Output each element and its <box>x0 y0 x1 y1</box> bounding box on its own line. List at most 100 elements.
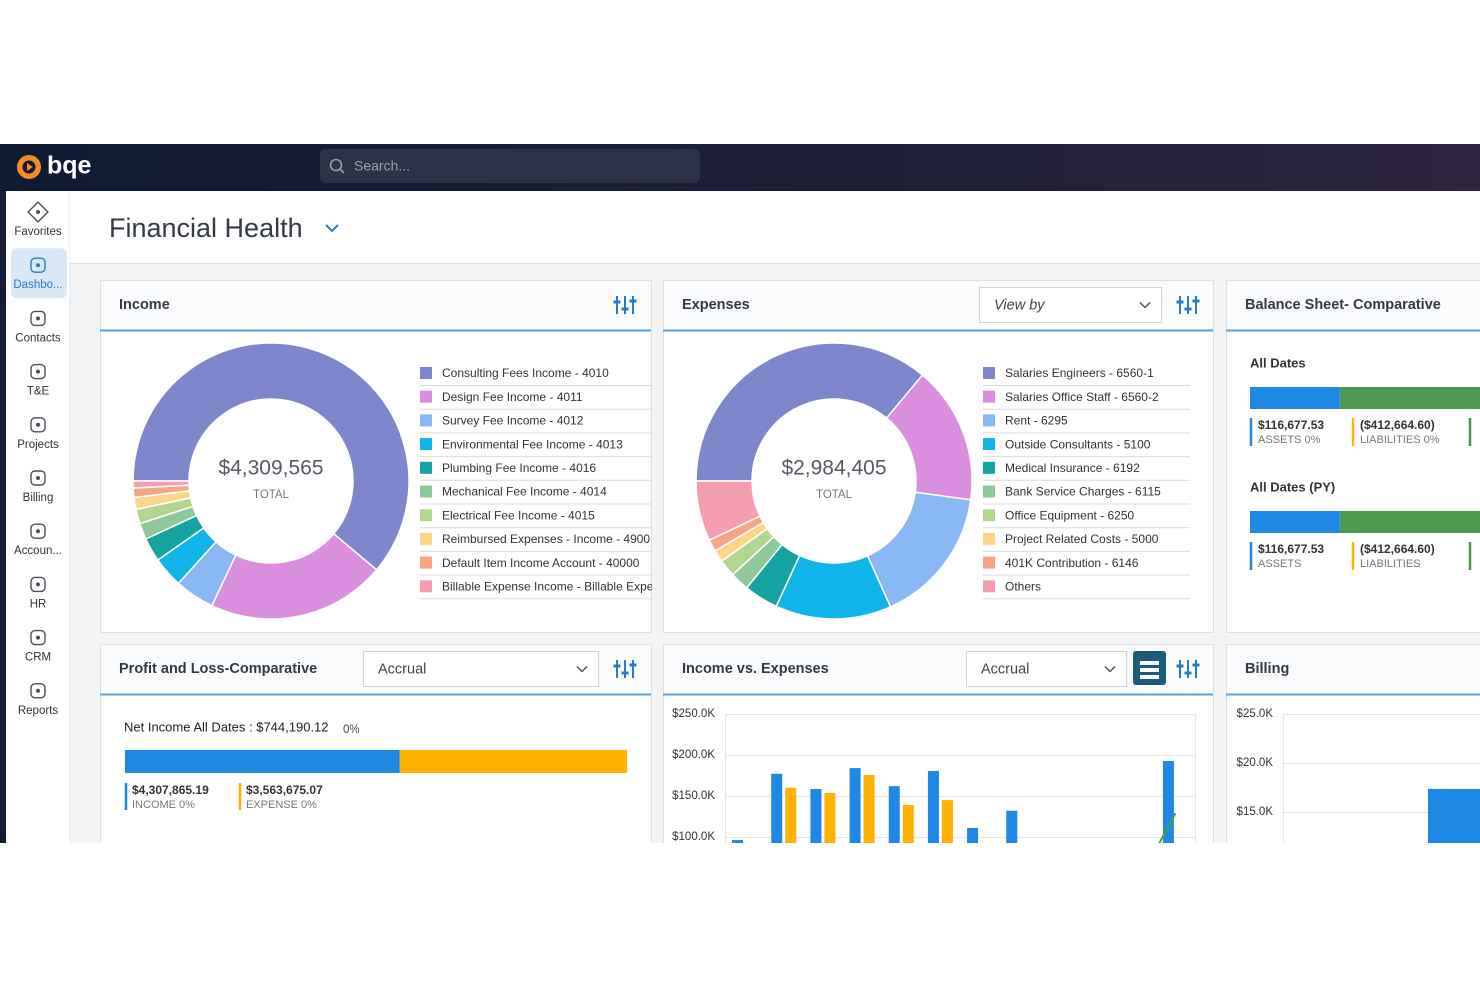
settings-knob <box>629 299 637 303</box>
sidebar-icon-dot <box>36 263 40 268</box>
legend-swatch <box>420 509 432 522</box>
donut-total-caption: TOTAL <box>816 489 853 501</box>
sidebar-item[interactable]: HR <box>30 576 47 610</box>
panel-title: Billing <box>1245 661 1289 677</box>
legend-label: Bank Service Charges - 6115 <box>1005 485 1161 499</box>
sidebar-icon <box>30 683 46 699</box>
sidebar-items: Favorites Dashbo... Contacts T&E Projects Bil… <box>11 201 67 717</box>
legend-label: Outside Consultants - 5100 <box>1005 437 1151 451</box>
sidebar-icon-dot <box>36 316 40 321</box>
legend-item[interactable]: Environmental Fee Income - 4013 <box>420 437 660 458</box>
pnl-caption: EXPENSE 0% <box>246 799 317 811</box>
sidebar-item[interactable]: Favorites <box>14 201 62 238</box>
legend-label: Default Item Income Account - 40000 <box>442 556 640 570</box>
logo[interactable]: bqe <box>17 152 92 180</box>
legend-item[interactable]: Salaries Office Staff - 6560-2 <box>983 390 1190 410</box>
legend-item[interactable]: Outside Consultants - 5100 <box>983 437 1190 458</box>
settings-button[interactable] <box>1176 660 1200 678</box>
billing-panel: Billing $15.0K $20.0K $25.0K <box>1226 644 1480 843</box>
bar <box>941 800 953 843</box>
settings-knob <box>1192 299 1200 303</box>
sidebar-item[interactable]: T&E <box>27 363 50 398</box>
legend-item[interactable]: 401K Contribution - 6146 <box>983 556 1190 576</box>
sidebar-icon <box>27 201 49 223</box>
sidebar-icon <box>30 417 46 433</box>
sidebar <box>6 191 70 843</box>
sidebar-item[interactable]: Accoun... <box>14 523 62 557</box>
dropdown-chevron <box>1139 301 1151 309</box>
dropdown[interactable]: Accrual <box>363 651 599 687</box>
settings-knob <box>621 307 629 311</box>
search-box[interactable]: Search... <box>320 149 700 183</box>
page-title: Financial Health <box>109 213 303 243</box>
legend-item[interactable]: Rent - 6295 <box>983 414 1190 434</box>
bar <box>810 789 822 843</box>
legend-item[interactable]: Design Fee Income - 4011 <box>420 390 660 410</box>
legend-item[interactable]: Bank Service Charges - 6115 <box>983 485 1190 505</box>
y-tick-label: $100.0K <box>672 831 715 843</box>
settings-button[interactable] <box>613 296 637 314</box>
dropdown-box <box>363 651 599 687</box>
legend-swatch <box>983 485 995 498</box>
panel-header <box>101 281 651 330</box>
sidebar-item[interactable]: Projects <box>17 417 59 451</box>
settings-button[interactable] <box>613 660 637 678</box>
donut-total: $4,309,565 <box>218 457 323 480</box>
expenses-panel: Expenses View by $2,984,405 TOTAL Salaries E… <box>663 280 1214 633</box>
top-bar <box>0 144 1480 191</box>
legend-item[interactable]: Mechanical Fee Income - 4014 <box>420 485 660 505</box>
sidebar-item[interactable]: CRM <box>25 629 51 664</box>
legend-item[interactable]: Electrical Fee Income - 4015 <box>420 508 660 529</box>
legend-item[interactable]: Others <box>983 579 1190 600</box>
legend-item[interactable]: Survey Fee Income - 4012 <box>420 414 660 434</box>
search-field[interactable] <box>320 149 700 183</box>
legend-swatch <box>420 367 432 379</box>
sidebar-icon-dot <box>36 210 40 214</box>
y-tick-label: $150.0K <box>672 790 715 802</box>
liabilities-bar <box>1339 511 1480 533</box>
search-icon-handle <box>339 168 345 174</box>
sidebar-label: CRM <box>25 652 51 664</box>
panel-header <box>1227 645 1480 694</box>
balance-value: $116,677.53 <box>1258 542 1324 556</box>
legend-item[interactable]: Office Equipment - 6250 <box>983 508 1190 529</box>
settings-knob <box>1176 300 1184 304</box>
sidebar-label: HR <box>30 598 47 610</box>
legend-item[interactable]: Plumbing Fee Income - 4016 <box>420 461 660 481</box>
legend-item[interactable]: Reimbursed Expenses - Income - 4900 <box>420 532 660 552</box>
bar <box>927 770 939 843</box>
table-icon-row <box>1140 675 1159 679</box>
legend-label: Billable Expense Income - Billable Expen… <box>442 579 673 593</box>
legend-label: Plumbing Fee Income - 4016 <box>442 461 596 475</box>
table-icon-row <box>1140 661 1159 665</box>
dropdown[interactable]: View by <box>979 287 1162 323</box>
legend-swatch <box>983 414 995 427</box>
legend-item[interactable]: Consulting Fees Income - 4010 <box>420 366 660 386</box>
panel-title: Expenses <box>682 297 750 313</box>
line-series <box>1158 812 1177 843</box>
legend-label: Project Related Costs - 5000 <box>1005 532 1159 546</box>
donut-segment <box>695 342 924 482</box>
legend-item[interactable]: Salaries Engineers - 6560-1 <box>983 366 1190 386</box>
sidebar-item[interactable]: Billing <box>23 470 54 504</box>
settings-knob <box>1184 671 1192 675</box>
dropdown-chevron <box>1104 665 1116 673</box>
settings-button[interactable] <box>1176 296 1200 314</box>
left-edge <box>0 191 6 843</box>
net-income: Net Income All Dates : $744,190.12 <box>124 719 329 734</box>
balance-value: ($412,664.60) <box>1360 418 1435 432</box>
sidebar-item[interactable]: Reports <box>18 683 59 717</box>
legend-item[interactable]: Default Item Income Account - 40000 <box>420 556 660 576</box>
sidebar-item[interactable]: Contacts <box>15 310 61 344</box>
table-view-button[interactable] <box>1133 651 1166 685</box>
legend-item[interactable]: Project Related Costs - 5000 <box>983 532 1190 552</box>
table-icon-row <box>1140 668 1159 672</box>
title-chevron[interactable] <box>325 224 339 233</box>
balance-caption: LIABILITIES <box>1360 558 1421 570</box>
sidebar-item[interactable]: Dashbo... <box>11 248 67 299</box>
legend-item[interactable]: Medical Insurance - 6192 <box>983 461 1190 481</box>
search-placeholder: Search... <box>354 158 410 174</box>
dropdown[interactable]: Accrual <box>966 651 1127 687</box>
legend-item[interactable]: Billable Expense Income - Billable Expen… <box>420 579 673 600</box>
app-window: bqe Search... Financial Health Favorites… <box>0 144 1480 843</box>
